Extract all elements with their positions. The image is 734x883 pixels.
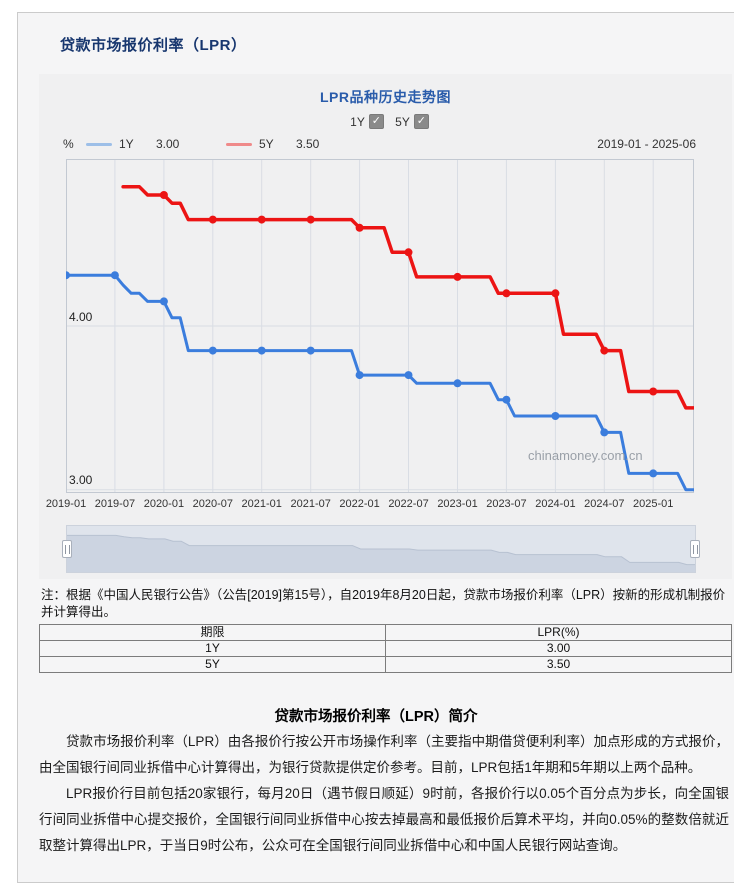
checkbox-check-icon: ✓ [371, 115, 381, 128]
x-axis-tick-label: 2020-01 [143, 498, 185, 510]
x-axis-labels: 2019-01 2019-07 2020-01 2020-07 2021-01 2021-… [46, 498, 694, 512]
toggle-label-1y: 1Y [350, 114, 365, 129]
x-axis-tick-label: 2022-07 [388, 498, 429, 510]
x-axis-tick-label: 2019-01 [45, 498, 87, 510]
x-axis-tick-label: 2022-01 [339, 498, 380, 510]
watermark: chinamoney.com.cn [528, 448, 643, 463]
legend-item-5y[interactable]: 5Y 3.50 [226, 137, 319, 151]
table-cell-value: 3.00 [385, 640, 732, 657]
x-axis-tick-label: 2020-07 [192, 498, 233, 510]
checkbox-check-icon: ✓ [416, 115, 426, 128]
plot-area[interactable] [66, 159, 694, 493]
note-text: 注：根据《中国人民银行公告》（公告[2019]第15号），自2019年8月20日… [41, 588, 726, 619]
intro-heading: 贷款市场报价利率（LPR）简介 [274, 709, 478, 725]
legend-line-icon-1y [86, 142, 112, 146]
legend-label-1y: 1Y [119, 137, 134, 151]
chart-legend: % 1Y 3.00 5Y 3.50 2019-01 - 2025-06 [39, 137, 732, 153]
grip-icon [692, 544, 698, 554]
x-axis-tick-label: 2023-01 [437, 498, 478, 510]
legend-value-5y: 3.50 [296, 137, 320, 151]
intro-paragraph: LPR报价行目前包括20家银行，每月20日（遇节假日顺延）9时前，各报价行以0.… [39, 786, 729, 853]
table-header-term: 期限 [39, 624, 386, 641]
x-axis-tick-label: 2019-07 [94, 498, 136, 510]
legend-line-icon-5y [226, 142, 252, 146]
checkbox-5y[interactable]: ✓ [413, 114, 429, 130]
navigator-right-handle[interactable] [690, 540, 700, 558]
table-row: 1Y 3.00 [39, 640, 732, 657]
table-header-row: 期限 LPR(%) [39, 624, 732, 641]
page-title: 贷款市场报价利率（LPR） [60, 37, 247, 54]
y-axis-unit-label: % [63, 137, 74, 151]
table-row: 5Y 3.50 [39, 656, 732, 673]
table-cell-term: 5Y [39, 656, 386, 673]
checkbox-1y[interactable]: ✓ [368, 114, 384, 130]
intro-paragraph: 贷款市场报价利率（LPR）由各报价行按公开市场操作利率（主要指中期借贷便利利率）… [39, 734, 729, 775]
x-axis-tick-label: 2025-01 [633, 498, 674, 510]
x-axis-tick-label: 2021-01 [241, 498, 282, 510]
date-range-label: 2019-01 - 2025-06 [597, 137, 696, 151]
legend-label-5y: 5Y [259, 137, 274, 151]
x-axis-tick-label: 2024-01 [535, 498, 576, 510]
x-axis-tick-label: 2021-07 [290, 498, 331, 510]
y-axis-tick-label: 3.00 [69, 473, 93, 487]
legend-value-1y: 3.00 [156, 137, 180, 151]
navigator-mini-chart [67, 534, 695, 572]
table-cell-term: 1Y [39, 640, 386, 657]
x-axis-tick-label: 2024-07 [584, 498, 625, 510]
intro-text: 贷款市场报价利率（LPR）由各报价行按公开市场操作利率（主要指中期借贷便利利率）… [39, 729, 729, 859]
y-axis-tick-label: 4.00 [69, 310, 93, 324]
table-cell-value: 3.50 [385, 656, 732, 673]
x-axis-tick-label: 2023-07 [486, 498, 527, 510]
content-panel: 贷款市场报价利率（LPR） LPR品种历史走势图 1Y ✓ 5Y ✓ % 1Y 3.… [17, 12, 734, 883]
series-toggles: 1Y ✓ 5Y ✓ [39, 114, 732, 130]
rate-table: 期限 LPR(%) 1Y 3.00 5Y 3.50 [39, 624, 732, 673]
grip-icon [64, 544, 70, 554]
range-navigator[interactable] [62, 525, 700, 573]
lpr-history-chart: LPR品种历史走势图 1Y ✓ 5Y ✓ % 1Y 3.00 5Y 3.50 201… [39, 74, 732, 579]
chart-title: LPR品种历史走势图 [320, 89, 451, 105]
table-header-lpr: LPR(%) [385, 624, 732, 641]
legend-item-1y[interactable]: 1Y 3.00 [86, 137, 179, 151]
navigator-left-handle[interactable] [62, 540, 72, 558]
toggle-label-5y: 5Y [395, 114, 410, 129]
